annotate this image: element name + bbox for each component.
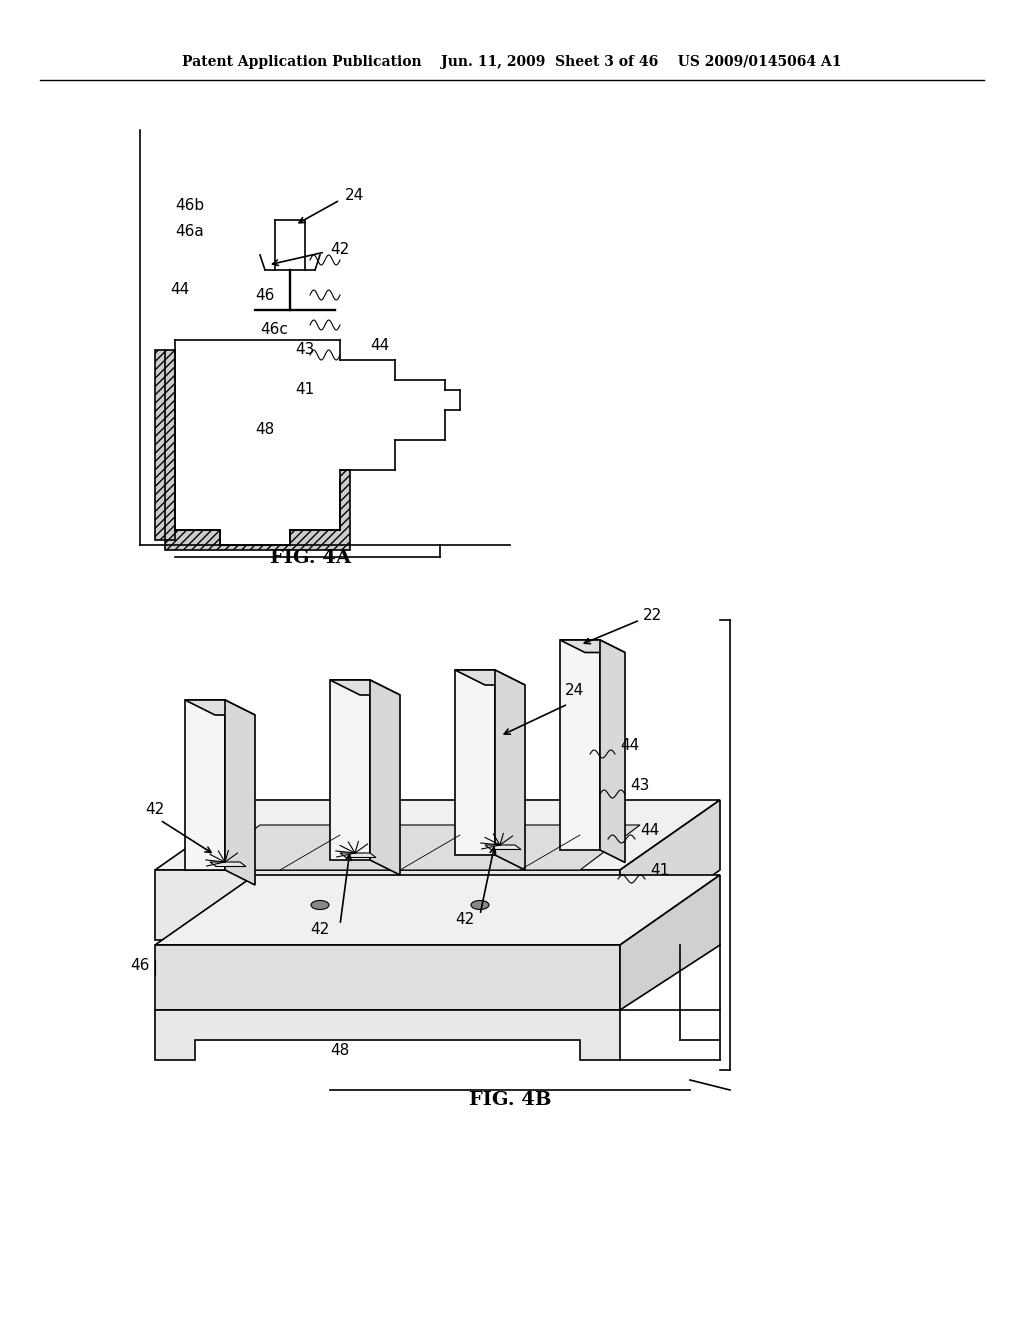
Polygon shape: [155, 1010, 620, 1060]
Polygon shape: [200, 825, 640, 870]
Text: FIG. 4A: FIG. 4A: [269, 549, 350, 568]
Polygon shape: [155, 870, 620, 940]
Text: Patent Application Publication    Jun. 11, 2009  Sheet 3 of 46    US 2009/014506: Patent Application Publication Jun. 11, …: [182, 55, 842, 69]
Text: 44: 44: [170, 282, 189, 297]
Text: 41: 41: [295, 383, 314, 397]
Polygon shape: [330, 680, 400, 696]
Polygon shape: [165, 470, 350, 550]
Text: 42: 42: [145, 803, 164, 817]
Text: 24: 24: [565, 682, 585, 698]
Polygon shape: [560, 640, 625, 652]
Text: 46a: 46a: [175, 224, 204, 239]
Text: 46: 46: [255, 288, 274, 302]
Polygon shape: [620, 800, 720, 940]
Polygon shape: [155, 945, 620, 1010]
Polygon shape: [370, 680, 400, 875]
Polygon shape: [155, 350, 175, 540]
Polygon shape: [455, 671, 525, 685]
Polygon shape: [485, 845, 521, 850]
Polygon shape: [340, 853, 376, 858]
Text: 41: 41: [650, 863, 670, 878]
Text: 42: 42: [330, 243, 349, 257]
Polygon shape: [455, 671, 495, 855]
Text: 42: 42: [455, 912, 474, 928]
Text: 24: 24: [345, 187, 365, 202]
Polygon shape: [600, 640, 625, 862]
Text: 48: 48: [255, 422, 274, 437]
Text: 44: 44: [640, 822, 659, 838]
Text: 42: 42: [310, 923, 330, 937]
Polygon shape: [620, 875, 720, 1010]
Text: 48: 48: [330, 1043, 349, 1059]
Polygon shape: [155, 800, 720, 870]
Polygon shape: [225, 700, 255, 884]
Ellipse shape: [471, 900, 489, 909]
Polygon shape: [155, 875, 720, 945]
Text: 46c: 46c: [260, 322, 288, 338]
Text: 44: 44: [370, 338, 389, 352]
Polygon shape: [330, 680, 370, 861]
Text: 44: 44: [620, 738, 639, 752]
Text: FIG. 4B: FIG. 4B: [469, 1092, 551, 1109]
Polygon shape: [495, 671, 525, 870]
Polygon shape: [185, 700, 225, 870]
Polygon shape: [560, 640, 600, 850]
Polygon shape: [185, 700, 255, 715]
Text: 46b: 46b: [175, 198, 204, 213]
Text: 22: 22: [643, 607, 663, 623]
Ellipse shape: [311, 900, 329, 909]
Text: 43: 43: [295, 342, 314, 358]
Text: 46: 46: [130, 958, 150, 973]
Text: 43: 43: [630, 777, 649, 793]
Polygon shape: [210, 862, 246, 866]
